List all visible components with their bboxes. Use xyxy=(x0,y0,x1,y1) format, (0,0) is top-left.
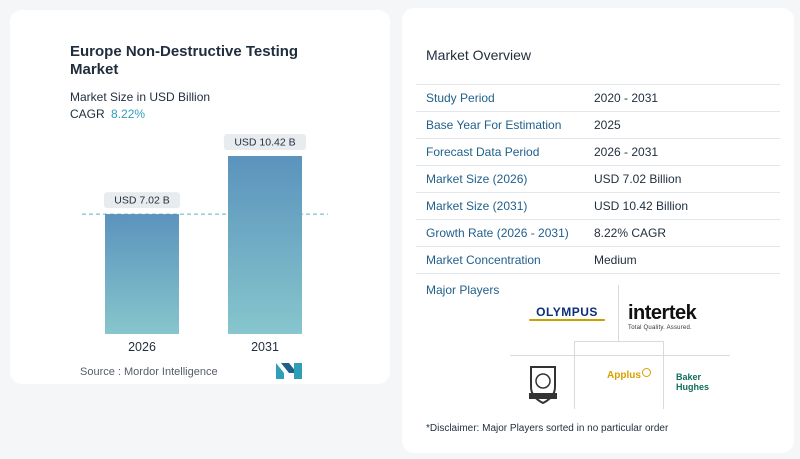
x-tick-label-2031: 2031 xyxy=(251,340,279,354)
overview-value: USD 7.02 Billion xyxy=(594,172,682,186)
bureau-veritas-logo xyxy=(518,363,568,407)
overview-value: USD 10.42 Billion xyxy=(594,199,689,213)
x-tick-label-2026: 2026 xyxy=(128,340,156,354)
grid-divider xyxy=(618,285,619,341)
disclaimer-text: *Disclaimer: Major Players sorted in no … xyxy=(426,423,669,434)
grid-divider xyxy=(510,355,730,356)
overview-value: 2026 - 2031 xyxy=(594,145,659,159)
overview-label: Base Year For Estimation xyxy=(426,118,562,132)
baker-hughes-logo: Baker Hughes xyxy=(676,367,730,397)
overview-value: 2025 xyxy=(594,118,621,132)
source-note: Source : Mordor Intelligence xyxy=(80,366,218,378)
overview-card xyxy=(402,8,794,453)
overview-row-forecast-period: Forecast Data Period 2026 - 2031 xyxy=(416,139,780,166)
chart-subtitle: Market Size in USD Billion xyxy=(70,90,211,104)
overview-label: Market Concentration xyxy=(426,253,541,267)
overview-value: 2020 - 2031 xyxy=(594,91,659,105)
olympus-text: OLYMPUS xyxy=(536,304,598,319)
chart-title: Europe Non-Destructive Testing Market xyxy=(70,43,299,78)
applus-circle-icon xyxy=(641,367,651,377)
data-label-2026: USD 7.02 B xyxy=(114,195,169,207)
grid-divider xyxy=(574,341,664,342)
bar-2026 xyxy=(105,214,179,334)
grid-divider xyxy=(574,341,575,409)
major-players-title: Major Players xyxy=(426,283,500,297)
overview-title: Market Overview xyxy=(426,47,532,63)
hughes-text: Hughes xyxy=(676,382,710,392)
overview-label: Growth Rate (2026 - 2031) xyxy=(426,226,569,240)
overview-row-market-size-2026: Market Size (2026) USD 7.02 Billion xyxy=(416,166,780,193)
mordor-intelligence-logo xyxy=(276,363,302,379)
overview-label: Market Size (2026) xyxy=(426,172,528,186)
intertek-text: intertek xyxy=(628,302,697,324)
overview-table: Study Period 2020 - 2031 Base Year For E… xyxy=(416,84,780,274)
major-players-grid: OLYMPUS intertek Total Quality. Assured.… xyxy=(510,285,730,410)
applus-text: Applus xyxy=(607,369,641,381)
intertek-logo: intertek Total Quality. Assured. xyxy=(628,299,728,335)
data-label-pill-2026 xyxy=(104,192,180,209)
olympus-underline xyxy=(529,318,605,321)
bar-chart: USD 7.02 B 2026 USD 10.42 B 2031 xyxy=(82,134,328,354)
applus-logo: Applus xyxy=(594,363,664,387)
overview-row-market-concentration: Market Concentration Medium xyxy=(416,247,780,274)
overview-row-market-size-2031: Market Size (2031) USD 10.42 Billion xyxy=(416,193,780,220)
cagr-value: 8.22% xyxy=(111,107,146,121)
overview-label: Study Period xyxy=(426,91,495,105)
baker-text: Baker xyxy=(676,372,702,382)
intertek-tagline: Total Quality. Assured. xyxy=(628,325,692,331)
overview-row-study-period: Study Period 2020 - 2031 xyxy=(416,84,780,112)
cagr: CAGR 8.22% xyxy=(70,107,145,121)
olympus-logo: OLYMPUS xyxy=(522,303,612,323)
data-label-2031: USD 10.42 B xyxy=(234,137,295,149)
overview-value: Medium xyxy=(594,253,637,267)
grid-divider xyxy=(663,341,664,409)
data-label-pill-2031 xyxy=(223,134,307,150)
overview-value: 8.22% CAGR xyxy=(594,226,667,240)
overview-label: Forecast Data Period xyxy=(426,145,540,159)
chart-card xyxy=(10,10,390,384)
overview-row-growth-rate: Growth Rate (2026 - 2031) 8.22% CAGR xyxy=(416,220,780,247)
bureau-veritas-seal-icon xyxy=(529,366,557,405)
cagr-label: CAGR xyxy=(70,107,105,121)
overview-row-base-year: Base Year For Estimation 2025 xyxy=(416,112,780,139)
overview-label: Market Size (2031) xyxy=(426,199,528,213)
bar-2031 xyxy=(228,156,302,334)
